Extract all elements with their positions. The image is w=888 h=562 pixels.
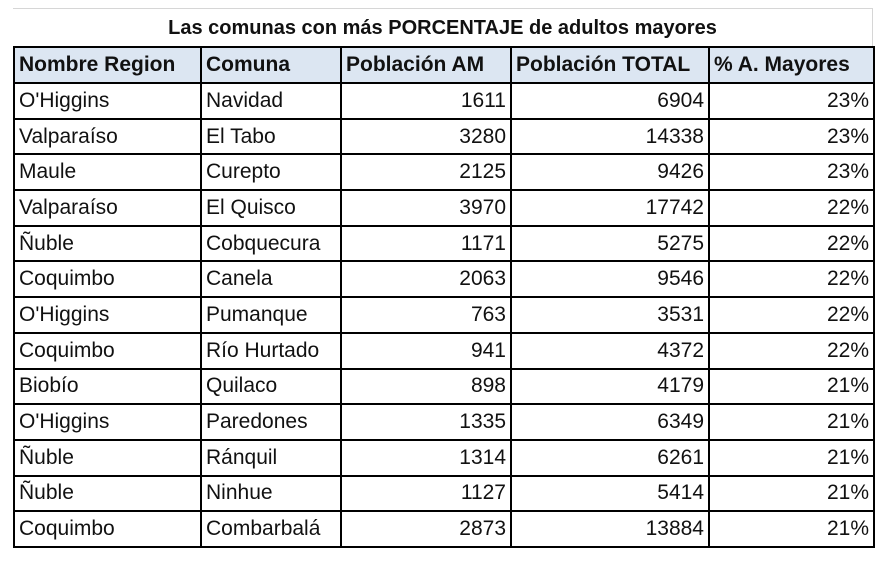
table-cell: Ránquil bbox=[200, 438, 342, 477]
table-cell: Ñuble bbox=[13, 474, 202, 513]
table-cell: O'Higgins bbox=[13, 296, 202, 334]
table-cell: 4372 bbox=[510, 331, 710, 370]
data-table: Nombre Region Comuna Población AM Población… bbox=[13, 46, 875, 548]
table-cell: 2873 bbox=[340, 510, 512, 548]
header-row: Nombre Region Comuna Población AM Población… bbox=[13, 46, 875, 84]
table-row: Ñuble Ninhue 1127 5414 21% bbox=[13, 474, 875, 513]
table-row: Coquimbo Río Hurtado 941 4372 22% bbox=[13, 331, 875, 370]
table-cell: Río Hurtado bbox=[200, 331, 342, 370]
table-body: O'Higgins Navidad 1611 6904 23% Valparaíso El … bbox=[13, 82, 875, 548]
table-cell: Biobío bbox=[13, 367, 202, 406]
table-cell: Curepto bbox=[200, 153, 342, 192]
table-cell: 9546 bbox=[510, 260, 710, 299]
sheet: Las comunas con más PORCENTAJE de adulto… bbox=[13, 8, 875, 548]
table-cell: 763 bbox=[340, 296, 512, 334]
table-cell: 3531 bbox=[510, 296, 710, 334]
table-cell: 9426 bbox=[510, 153, 710, 192]
table-cell: 21% bbox=[708, 510, 875, 548]
table-cell: 23% bbox=[708, 117, 875, 156]
table-row: Valparaíso El Tabo 3280 14338 23% bbox=[13, 117, 875, 156]
table-cell: 23% bbox=[708, 82, 875, 120]
table-cell: Coquimbo bbox=[13, 331, 202, 370]
table-cell: 21% bbox=[708, 367, 875, 406]
table-cell: 3970 bbox=[340, 189, 512, 227]
table-cell: 17742 bbox=[510, 189, 710, 227]
table-cell: 13884 bbox=[510, 510, 710, 548]
table-cell: El Tabo bbox=[200, 117, 342, 156]
table-cell: Paredones bbox=[200, 403, 342, 441]
table-cell: 6904 bbox=[510, 82, 710, 120]
table-cell: 1171 bbox=[340, 224, 512, 263]
column-header: % A. Mayores bbox=[708, 46, 875, 84]
column-header: Población AM bbox=[340, 46, 512, 84]
table-cell: 23% bbox=[708, 153, 875, 192]
table-cell: El Quisco bbox=[200, 189, 342, 227]
table-row: Coquimbo Combarbalá 2873 13884 21% bbox=[13, 510, 875, 548]
table-cell: 22% bbox=[708, 224, 875, 263]
table-cell: 4179 bbox=[510, 367, 710, 406]
table-row: Biobío Quilaco 898 4179 21% bbox=[13, 367, 875, 406]
table-cell: 22% bbox=[708, 331, 875, 370]
table-cell: 6261 bbox=[510, 438, 710, 477]
table-row: Ñuble Cobquecura 1171 5275 22% bbox=[13, 224, 875, 263]
table-cell: Valparaíso bbox=[13, 189, 202, 227]
table-cell: 14338 bbox=[510, 117, 710, 156]
table-cell: Ñuble bbox=[13, 224, 202, 263]
table-cell: 898 bbox=[340, 367, 512, 406]
table-cell: 3280 bbox=[340, 117, 512, 156]
table-cell: O'Higgins bbox=[13, 403, 202, 441]
table-cell: 21% bbox=[708, 474, 875, 513]
table-row: Maule Curepto 2125 9426 23% bbox=[13, 153, 875, 192]
table-cell: Coquimbo bbox=[13, 260, 202, 299]
table-cell: 1127 bbox=[340, 474, 512, 513]
column-header: Población TOTAL bbox=[510, 46, 710, 84]
table-cell: Pumanque bbox=[200, 296, 342, 334]
table-cell: 941 bbox=[340, 331, 512, 370]
table-cell: 5275 bbox=[510, 224, 710, 263]
table-cell: 6349 bbox=[510, 403, 710, 441]
table-row: Ñuble Ránquil 1314 6261 21% bbox=[13, 438, 875, 477]
table-cell: Valparaíso bbox=[13, 117, 202, 156]
table-row: O'Higgins Pumanque 763 3531 22% bbox=[13, 296, 875, 334]
table-row: O'Higgins Paredones 1335 6349 21% bbox=[13, 403, 875, 441]
table-cell: 22% bbox=[708, 296, 875, 334]
table-cell: Cobquecura bbox=[200, 224, 342, 263]
table-cell: 21% bbox=[708, 438, 875, 477]
table-row: Coquimbo Canela 2063 9546 22% bbox=[13, 260, 875, 299]
table-cell: 5414 bbox=[510, 474, 710, 513]
table-cell: O'Higgins bbox=[13, 82, 202, 120]
table-cell: Navidad bbox=[200, 82, 342, 120]
table-cell: Quilaco bbox=[200, 367, 342, 406]
column-header: Nombre Region bbox=[13, 46, 202, 84]
table-cell: 22% bbox=[708, 189, 875, 227]
table-cell: Combarbalá bbox=[200, 510, 342, 548]
table-cell: 1314 bbox=[340, 438, 512, 477]
table-cell: Coquimbo bbox=[13, 510, 202, 548]
table-cell: Canela bbox=[200, 260, 342, 299]
table-row: Valparaíso El Quisco 3970 17742 22% bbox=[13, 189, 875, 227]
table-title: Las comunas con más PORCENTAJE de adulto… bbox=[13, 8, 873, 46]
table-cell: Ninhue bbox=[200, 474, 342, 513]
table-cell: Maule bbox=[13, 153, 202, 192]
column-header: Comuna bbox=[200, 46, 342, 84]
table-cell: 1335 bbox=[340, 403, 512, 441]
table-cell: 2063 bbox=[340, 260, 512, 299]
table-row: O'Higgins Navidad 1611 6904 23% bbox=[13, 82, 875, 120]
table-cell: Ñuble bbox=[13, 438, 202, 477]
table-cell: 1611 bbox=[340, 82, 512, 120]
table-cell: 2125 bbox=[340, 153, 512, 192]
table-cell: 21% bbox=[708, 403, 875, 441]
table-cell: 22% bbox=[708, 260, 875, 299]
